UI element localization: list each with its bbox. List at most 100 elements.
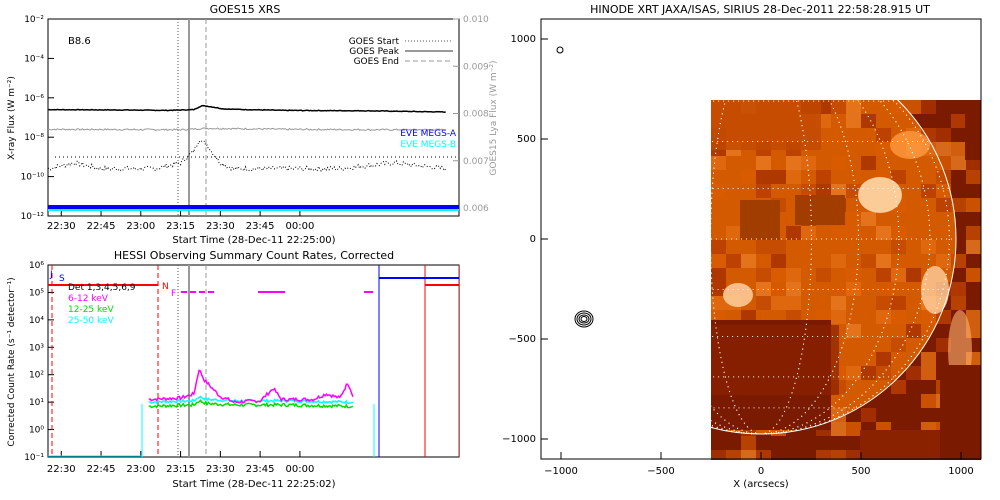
xrt-patch xyxy=(921,352,936,366)
hessi-6-12-kev-line xyxy=(148,369,354,404)
xrt-patch xyxy=(951,156,966,170)
xrt-patch xyxy=(831,296,846,310)
xrt-patch xyxy=(786,296,801,310)
xrt-y-tick-label: 500 xyxy=(517,134,536,145)
goes-legend: GOES Start GOES Peak GOES End EVE MEGS-A… xyxy=(349,37,457,150)
xrt-patch xyxy=(891,268,906,282)
goes-x-axis: 22:30 22:45 23:00 23:15 23:30 23:45 00:00 xyxy=(47,210,314,232)
xrt-patch xyxy=(741,170,756,184)
xrt-patch xyxy=(876,296,891,310)
xrt-patch xyxy=(936,338,951,352)
xrt-y-tick-label: −500 xyxy=(509,334,536,345)
flag-j: J xyxy=(49,270,53,280)
xrt-patch xyxy=(861,408,876,422)
xrt-patch xyxy=(801,184,816,198)
xrt-patch xyxy=(726,450,741,460)
goes-panel: GOES15 XRS B8.6 10⁻²10⁻⁴10⁻⁶10⁻⁸10⁻¹⁰10⁻… xyxy=(7,3,499,246)
xrt-title: HINODE XRT JAXA/ISAS, SIRIUS 28-Dec-2011… xyxy=(590,3,930,16)
xrt-patch xyxy=(936,310,951,324)
xrt-patch xyxy=(966,310,981,324)
legend-12-25-kev: 12-25 keV xyxy=(68,305,114,315)
xrt-patch xyxy=(831,226,846,240)
heliographic-grid xyxy=(711,100,956,435)
goes-x-label: Start Time (28-Dec-11 22:25:00) xyxy=(172,235,335,246)
xrt-patch xyxy=(891,226,906,240)
xrt-y-tick-label: −1000 xyxy=(502,434,536,445)
xrt-patch xyxy=(756,156,771,170)
contour-1 xyxy=(574,310,594,328)
goes-y-tick-label: 10⁻¹² xyxy=(21,212,45,222)
goes-y-tick-label: 10⁻² xyxy=(24,15,44,25)
xrt-patch xyxy=(816,450,831,460)
dark-region-5 xyxy=(711,100,821,150)
xrt-patch xyxy=(831,254,846,268)
flag-s: S xyxy=(59,274,65,284)
xrt-patch xyxy=(921,366,936,380)
bright-region-4 xyxy=(890,131,930,159)
xrt-patch xyxy=(846,100,861,114)
xrt-patch xyxy=(831,422,846,436)
xrt-y-tick-label: 0 xyxy=(530,234,536,245)
goes-y2-label: GOES15 Lya Flux (W m⁻²) xyxy=(489,60,499,175)
xrt-patch xyxy=(861,366,876,380)
hessi-x-tick-label: 23:30 xyxy=(206,464,235,475)
xrt-patch xyxy=(771,240,786,254)
hessi-y-axis: 10⁶ 10⁵ 10⁴ 10³ 10² 10¹ 10⁰ 10⁻¹ xyxy=(24,261,54,463)
dark-region-2 xyxy=(711,325,839,395)
xrt-patch xyxy=(726,254,741,268)
xrt-patch xyxy=(801,226,816,240)
goes-y2-tick-label: 0.008 xyxy=(463,110,489,120)
hessi-x-axis: 22:30 22:45 23:00 23:15 23:30 23:45 00:00 xyxy=(47,451,314,475)
xrt-patch xyxy=(816,170,831,184)
small-marker-circle xyxy=(556,46,564,54)
xrt-patch xyxy=(951,282,966,296)
xrt-patch xyxy=(711,254,726,268)
xrt-patch xyxy=(801,156,816,170)
xrt-patch xyxy=(711,450,726,460)
xrt-patch xyxy=(726,226,741,240)
hessi-x-tick-label: 22:30 xyxy=(47,464,76,475)
goes-x-tick-label: 23:15 xyxy=(166,221,195,232)
xrt-patch xyxy=(861,254,876,268)
eve-megs-b-band xyxy=(48,209,459,211)
legend-eve-megs-b: EVE MEGS-B xyxy=(400,140,456,150)
legend-eve-megs-a: EVE MEGS-A xyxy=(400,129,457,139)
xrt-patch xyxy=(786,226,801,240)
hessi-y-label: Corrected Count Rate (s⁻¹ detector⁻¹) xyxy=(7,277,17,446)
xrt-x-tick-label: 1000 xyxy=(948,466,973,477)
xrt-patch xyxy=(966,226,981,240)
xrt-x-tick-label: −1000 xyxy=(544,466,578,477)
hessi-x-tick-label: 00:00 xyxy=(285,464,314,475)
xrt-patch xyxy=(786,156,801,170)
contour-2 xyxy=(576,312,592,326)
legend-goes-peak: GOES Peak xyxy=(349,47,399,57)
xrt-patch xyxy=(861,156,876,170)
xrt-panel: HINODE XRT JAXA/ISAS, SIRIUS 28-Dec-2011… xyxy=(502,3,982,490)
goes-plot-frame xyxy=(47,18,460,217)
longitude-line xyxy=(711,100,812,435)
xrt-patch xyxy=(966,198,981,212)
xrt-image xyxy=(711,100,981,460)
xrt-patch xyxy=(816,184,831,198)
xrt-patch xyxy=(936,128,951,142)
xrt-patch xyxy=(771,296,786,310)
xrt-patch xyxy=(906,100,921,114)
xrt-patch xyxy=(936,156,951,170)
xrt-patch xyxy=(846,268,861,282)
goes-y-tick-label: 10⁻¹⁰ xyxy=(21,173,45,183)
xrt-x-label: X (arcsecs) xyxy=(733,479,789,490)
xrt-patch xyxy=(876,128,891,142)
xrt-patch xyxy=(771,268,786,282)
xrt-patch xyxy=(966,170,981,184)
xrt-patch xyxy=(936,254,951,268)
xrt-patch xyxy=(846,450,861,460)
xrt-patch xyxy=(891,170,906,184)
xrt-y-axis: 1000 500 0 −500 −1000 xyxy=(502,34,548,445)
xrt-patch xyxy=(906,324,921,338)
xrt-patch xyxy=(816,268,831,282)
goes-y2-tick-label: 0.010 xyxy=(463,15,489,25)
hessi-y-tick-label: 10¹ xyxy=(29,398,44,408)
goes-x-tick-label: 00:00 xyxy=(285,221,314,232)
hessi-x-tick-label: 22:45 xyxy=(87,464,116,475)
goes-y-tick-label: 10⁻⁸ xyxy=(24,133,44,143)
